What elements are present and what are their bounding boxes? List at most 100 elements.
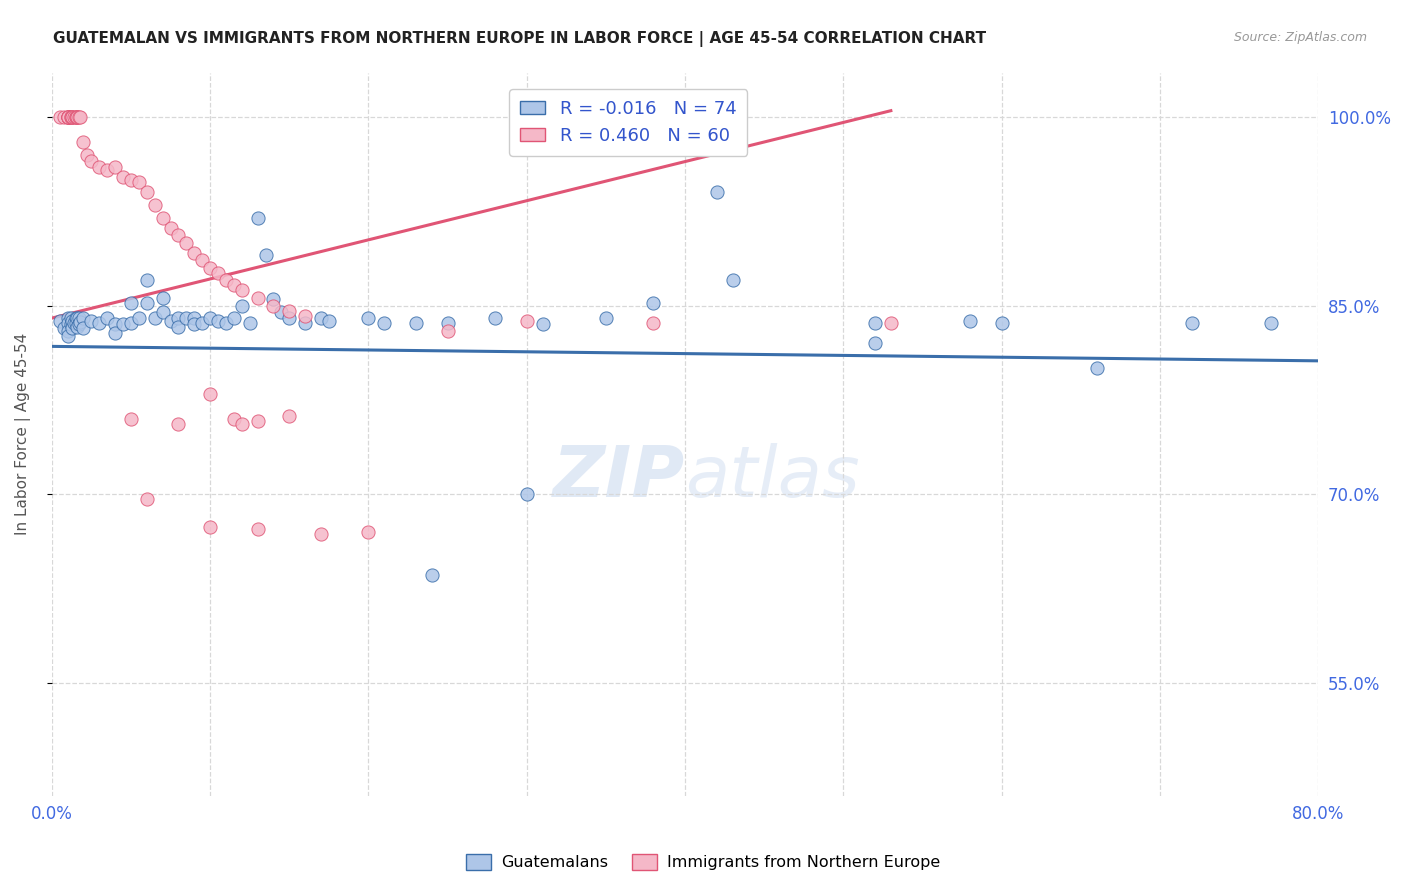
Point <box>56 110 79 124</box>
Point <box>56 110 79 124</box>
Point <box>176 311 198 326</box>
Point <box>65 316 87 330</box>
Point <box>120 173 142 187</box>
Point <box>222 311 245 326</box>
Point <box>1085 361 1108 376</box>
Point <box>959 313 981 327</box>
Y-axis label: In Labor Force | Age 45-54: In Labor Force | Age 45-54 <box>15 334 31 535</box>
Point <box>176 235 198 250</box>
Point <box>262 292 284 306</box>
Point <box>863 336 886 351</box>
Point <box>67 110 90 124</box>
Point <box>67 311 90 326</box>
Point <box>152 211 174 225</box>
Point <box>516 313 538 327</box>
Point <box>96 162 118 177</box>
Point <box>69 110 91 124</box>
Point <box>215 316 238 330</box>
Point <box>863 316 886 330</box>
Point <box>152 291 174 305</box>
Point <box>239 316 262 330</box>
Point <box>159 220 181 235</box>
Point <box>246 211 269 225</box>
Point <box>436 316 458 330</box>
Point <box>198 386 221 401</box>
Point <box>89 161 111 175</box>
Point <box>516 487 538 501</box>
Point <box>59 110 82 124</box>
Point <box>1260 316 1282 330</box>
Point <box>72 135 94 149</box>
Point <box>66 110 89 124</box>
Point <box>62 313 84 327</box>
Point <box>59 110 82 124</box>
Point <box>309 311 332 326</box>
Point <box>65 311 87 326</box>
Point <box>62 110 84 124</box>
Point <box>143 198 166 212</box>
Point <box>436 324 458 338</box>
Point <box>215 273 238 287</box>
Point <box>643 296 665 310</box>
Point <box>254 248 277 262</box>
Point <box>278 311 301 326</box>
Point <box>135 492 157 507</box>
Point <box>135 296 157 310</box>
Legend: R = -0.016   N = 74, R = 0.460   N = 60: R = -0.016 N = 74, R = 0.460 N = 60 <box>509 89 747 156</box>
Point <box>294 316 316 330</box>
Point <box>167 319 190 334</box>
Point <box>420 567 443 582</box>
Point <box>231 284 253 298</box>
Point <box>222 278 245 293</box>
Point <box>231 417 253 431</box>
Point <box>167 311 190 326</box>
Point <box>65 110 87 124</box>
Point <box>231 299 253 313</box>
Point <box>222 411 245 425</box>
Point <box>357 311 380 326</box>
Point <box>183 245 205 260</box>
Point <box>104 326 127 341</box>
Point <box>309 527 332 541</box>
Text: Source: ZipAtlas.com: Source: ZipAtlas.com <box>1233 31 1367 45</box>
Point <box>48 313 70 327</box>
Point <box>96 311 118 326</box>
Point <box>67 318 90 332</box>
Point <box>66 319 89 334</box>
Point <box>357 524 380 539</box>
Point <box>62 321 84 335</box>
Point <box>56 110 79 124</box>
Point <box>207 313 229 327</box>
Point <box>167 417 190 431</box>
Point <box>183 318 205 332</box>
Text: ZIP: ZIP <box>553 443 685 512</box>
Point <box>104 161 127 175</box>
Point <box>120 296 142 310</box>
Point <box>191 253 214 268</box>
Point <box>135 186 157 200</box>
Point <box>69 315 91 329</box>
Point <box>484 311 506 326</box>
Point <box>56 316 79 330</box>
Point <box>198 520 221 534</box>
Point <box>56 324 79 338</box>
Point <box>198 260 221 275</box>
Point <box>53 110 76 124</box>
Point <box>112 170 135 185</box>
Point <box>143 311 166 326</box>
Point <box>62 110 84 124</box>
Point <box>405 316 427 330</box>
Point <box>152 305 174 319</box>
Point <box>59 318 82 332</box>
Point <box>246 291 269 305</box>
Point <box>990 316 1012 330</box>
Point <box>318 313 340 327</box>
Point <box>159 313 181 327</box>
Point <box>120 316 142 330</box>
Point <box>56 328 79 343</box>
Point <box>66 311 89 326</box>
Point <box>183 311 205 326</box>
Point <box>373 316 395 330</box>
Point <box>63 316 86 330</box>
Point <box>167 228 190 243</box>
